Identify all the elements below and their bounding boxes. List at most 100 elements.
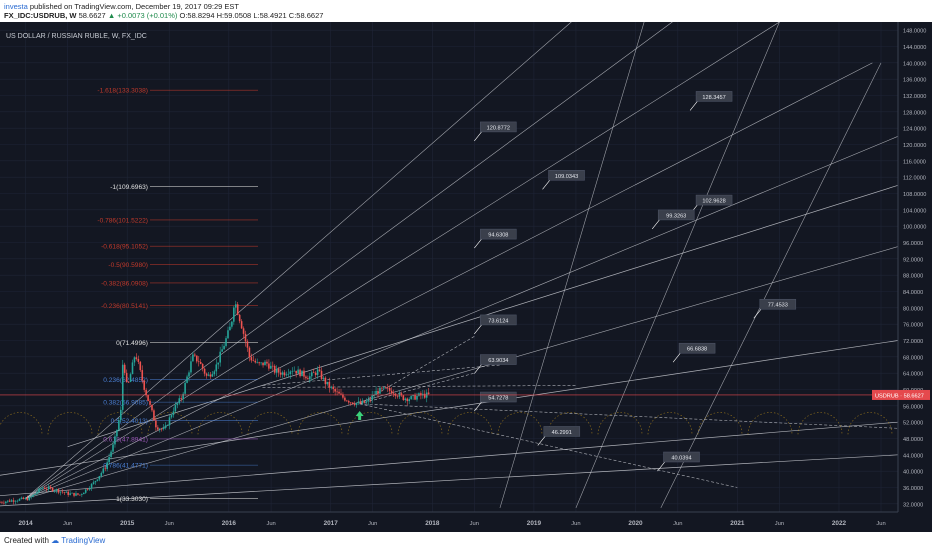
price-tick-label: 64.0000 xyxy=(903,372,923,378)
candle-body xyxy=(123,364,126,373)
callout-box xyxy=(480,314,517,326)
price-change: +0.0073 (+0.01%) xyxy=(117,11,178,20)
candle-body xyxy=(231,321,233,327)
candle-body xyxy=(291,370,294,372)
candle-body xyxy=(14,501,17,502)
candle-body xyxy=(379,387,381,394)
cycle-arc xyxy=(397,412,443,435)
gann-fan-line xyxy=(575,22,780,509)
candle-body xyxy=(242,328,245,334)
price-axis[interactable] xyxy=(898,22,932,532)
ohlc-close: C:58.6627 xyxy=(288,11,324,20)
candle-body xyxy=(110,451,112,457)
candle-body xyxy=(5,501,7,504)
time-axis[interactable] xyxy=(0,512,898,532)
candle-body xyxy=(252,360,255,361)
candle-body xyxy=(357,401,360,404)
callout-pointer xyxy=(474,130,483,142)
fib-levels: -1.618(133.3038) -1(109.6963) -0.786(101.5… xyxy=(97,88,258,503)
candle-body xyxy=(116,429,118,437)
candle-body xyxy=(217,362,220,365)
time-tick-label: Jun xyxy=(775,521,784,527)
candle-body xyxy=(390,390,393,394)
time-tick-label: Jun xyxy=(266,521,275,527)
fib-level-label: -1(109.6963) xyxy=(110,184,148,191)
candle-body xyxy=(8,500,11,502)
time-tick-label: Jun xyxy=(673,521,682,527)
cycle-arc xyxy=(297,412,343,435)
candle-body xyxy=(250,357,253,361)
up-arrow-icon xyxy=(355,411,364,421)
callout-box xyxy=(695,194,733,206)
candle-body xyxy=(386,387,389,389)
candle-body xyxy=(182,393,184,400)
candle-body xyxy=(199,361,202,364)
candle-body xyxy=(82,492,85,495)
callout-box xyxy=(480,121,517,133)
candle-body xyxy=(340,393,342,395)
candle-body xyxy=(332,386,335,389)
candle-body xyxy=(125,372,128,382)
price-tick-label: 72.0000 xyxy=(903,339,923,345)
candle-body xyxy=(371,395,373,400)
candle-body xyxy=(98,476,101,480)
candle-body xyxy=(158,428,161,430)
callout-label: 120.8772 xyxy=(487,125,510,131)
publish-info: investa published on TradingView.com, De… xyxy=(4,2,239,11)
fib-level-label: -0.786(101.5222) xyxy=(97,217,148,224)
candle-body xyxy=(254,360,257,363)
candle-body xyxy=(264,361,266,366)
candle-body xyxy=(205,373,208,376)
candle-body xyxy=(326,381,329,385)
candle-body xyxy=(194,354,196,356)
candle-body xyxy=(28,497,31,501)
candle-body xyxy=(104,468,107,470)
candle-body xyxy=(271,365,274,367)
chart-title: US DOLLAR / RUSSIAN RUBLE, W, FX_IDC xyxy=(6,33,147,40)
time-tick-label: 2020 xyxy=(628,520,643,527)
candle-body xyxy=(351,402,354,405)
candle-body xyxy=(81,494,83,495)
candle-body xyxy=(256,362,259,363)
ohlc-high: H:59.0508 xyxy=(216,11,252,20)
candle-body xyxy=(314,372,317,375)
candle-body xyxy=(141,370,144,381)
candle-body xyxy=(51,487,54,491)
candle-body xyxy=(174,405,177,412)
fib-level-label: 0.5(52.4013) xyxy=(111,418,148,425)
candle-body xyxy=(285,374,288,376)
candle-body xyxy=(297,369,299,374)
time-tick-label: Jun xyxy=(876,521,885,527)
candle-body xyxy=(129,374,132,383)
candle-body xyxy=(238,314,241,322)
candle-body xyxy=(369,399,372,401)
time-tick-label: 2018 xyxy=(425,520,440,527)
candle-body xyxy=(77,493,79,495)
fib-level-label: 0(71.4996) xyxy=(116,340,148,347)
candle-body xyxy=(203,368,206,374)
candle-body xyxy=(385,387,387,388)
cycle-arc xyxy=(647,412,693,435)
candle-body xyxy=(114,436,116,445)
candle-body xyxy=(377,390,379,394)
candle-body xyxy=(164,425,167,428)
tradingview-logo-icon[interactable]: ☁ xyxy=(51,536,60,545)
author-link[interactable]: investa xyxy=(4,2,28,11)
tradingview-brand[interactable]: TradingView xyxy=(61,536,106,545)
time-tick-label: 2019 xyxy=(527,520,542,527)
candle-body xyxy=(1,502,3,503)
candle-body xyxy=(53,490,56,492)
candle-body xyxy=(396,395,399,397)
candle-body xyxy=(320,370,323,379)
candle-body xyxy=(16,500,19,502)
candle-body xyxy=(88,488,91,490)
candle-body xyxy=(246,341,249,348)
price-chart[interactable]: -1.618(133.3038) -1(109.6963) -0.786(101.5… xyxy=(0,22,932,532)
symbol-ohlc: FX_IDC:USDRUB, W 58.6627 ▲ +0.0073 (+0.0… xyxy=(4,11,323,20)
candle-body xyxy=(227,330,229,339)
cycle-arc xyxy=(347,412,393,435)
candle-body xyxy=(414,394,416,400)
candle-body xyxy=(108,456,110,463)
candle-body xyxy=(176,403,179,406)
gann-fan-line xyxy=(660,62,882,509)
